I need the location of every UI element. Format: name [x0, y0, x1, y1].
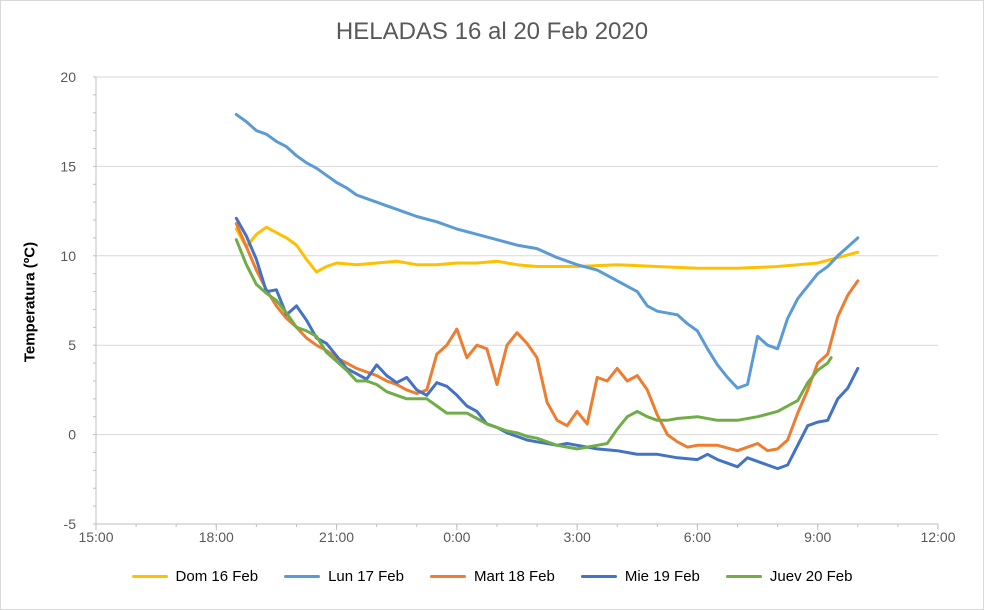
y-tick-label: 15 [60, 158, 76, 174]
legend-swatch [725, 575, 762, 578]
tick-label-layer: -5 0 5 10 15 20 15:00 18:00 21:00 0:00 3:00 6:00 9:0… [60, 69, 955, 545]
x-tick-label: 6:00 [684, 529, 711, 545]
series-line-2 [234, 113, 860, 390]
y-tick-label: 5 [68, 337, 76, 353]
legend-label: Juev 20 Feb [769, 568, 853, 585]
legend-item: Lun 17 Feb [284, 568, 404, 585]
series-line-3 [234, 222, 860, 453]
legend-swatch [131, 575, 168, 578]
legend-swatch [580, 575, 617, 578]
legend-label: Dom 16 Feb [175, 568, 259, 585]
legend-item: Mart 18 Feb [429, 568, 555, 585]
series-line-1 [234, 225, 860, 274]
legend-item: Juev 20 Feb [725, 568, 853, 585]
grid-layer [96, 76, 938, 525]
series-layer [234, 113, 860, 471]
legend-swatch [429, 575, 466, 578]
x-tick-label: 9:00 [804, 529, 831, 545]
series-line-4 [234, 216, 860, 471]
legend-label: Mart 18 Feb [473, 568, 555, 585]
axis-layer [93, 76, 939, 530]
chart-title: HELADAS 16 al 20 Feb 2020 [335, 18, 649, 45]
legend-swatch [284, 575, 321, 578]
x-tick-label: 3:00 [564, 529, 591, 545]
legend-label: Mie 19 Feb [624, 568, 700, 585]
x-tick-label: 12:00 [920, 529, 955, 545]
legend-item: Mie 19 Feb [580, 568, 700, 585]
series-line-5 [234, 238, 833, 451]
legend-item: Dom 16 Feb [131, 568, 259, 585]
y-tick-label: 0 [68, 427, 76, 443]
x-tick-label: 18:00 [199, 529, 234, 545]
x-tick-label: 0:00 [443, 529, 470, 545]
y-tick-label: 20 [60, 69, 76, 85]
y-tick-label: 10 [60, 248, 76, 264]
x-tick-label: 21:00 [319, 529, 354, 545]
x-tick-label: 15:00 [78, 529, 113, 545]
legend: Dom 16 Feb Lun 17 Feb Mart 18 Feb Mie 19 Fe… [0, 568, 984, 585]
y-tick-label: -5 [64, 516, 77, 532]
legend-label: Lun 17 Feb [328, 568, 404, 585]
